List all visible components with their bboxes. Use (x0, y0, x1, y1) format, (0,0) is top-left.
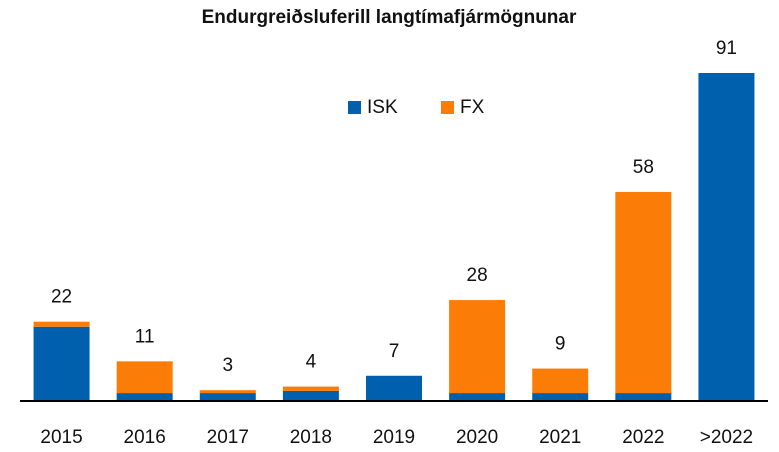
total-label: 3 (222, 355, 233, 376)
bar-segment (615, 191, 672, 394)
bar-segment (615, 393, 672, 401)
bar-segment (282, 390, 339, 401)
bar-segment (116, 361, 173, 394)
total-label: 22 (51, 287, 72, 308)
total-label: 58 (633, 157, 654, 178)
x-tick-label: 2022 (622, 427, 664, 448)
bar-segment (282, 386, 339, 391)
bar-segment (116, 393, 173, 401)
legend-swatch (441, 101, 454, 114)
bar-segment (33, 326, 90, 401)
legend-label: FX (460, 97, 485, 118)
x-tick-label: 2016 (124, 427, 166, 448)
total-label: 4 (306, 352, 317, 373)
total-label: 91 (716, 38, 737, 59)
total-label: 11 (135, 326, 155, 347)
legend-swatch (348, 101, 361, 114)
bar-segment (199, 390, 256, 394)
bar-segment (33, 321, 90, 327)
bar-segment (449, 300, 506, 394)
x-tick-label: 2020 (456, 427, 498, 448)
bar-segment (449, 393, 506, 401)
x-tick-label: 2017 (207, 427, 249, 448)
chart-title: Endurgreiðsluferill langtímafjármögnunar (202, 7, 577, 28)
bar-segment (532, 393, 589, 401)
total-label: 9 (555, 334, 566, 355)
bar-segment (698, 73, 755, 401)
total-label: 7 (389, 341, 400, 362)
bar-segment (199, 393, 256, 401)
total-label: 28 (467, 265, 488, 286)
x-tick-label: 2015 (40, 427, 82, 448)
x-tick-label: 2021 (539, 427, 581, 448)
legend-label: ISK (367, 97, 398, 118)
x-tick-label: 2019 (373, 427, 415, 448)
x-tick-label: 2018 (290, 427, 332, 448)
bar-segment (366, 375, 422, 401)
x-tick-label: >2022 (700, 427, 753, 448)
bar-segment (532, 368, 589, 394)
